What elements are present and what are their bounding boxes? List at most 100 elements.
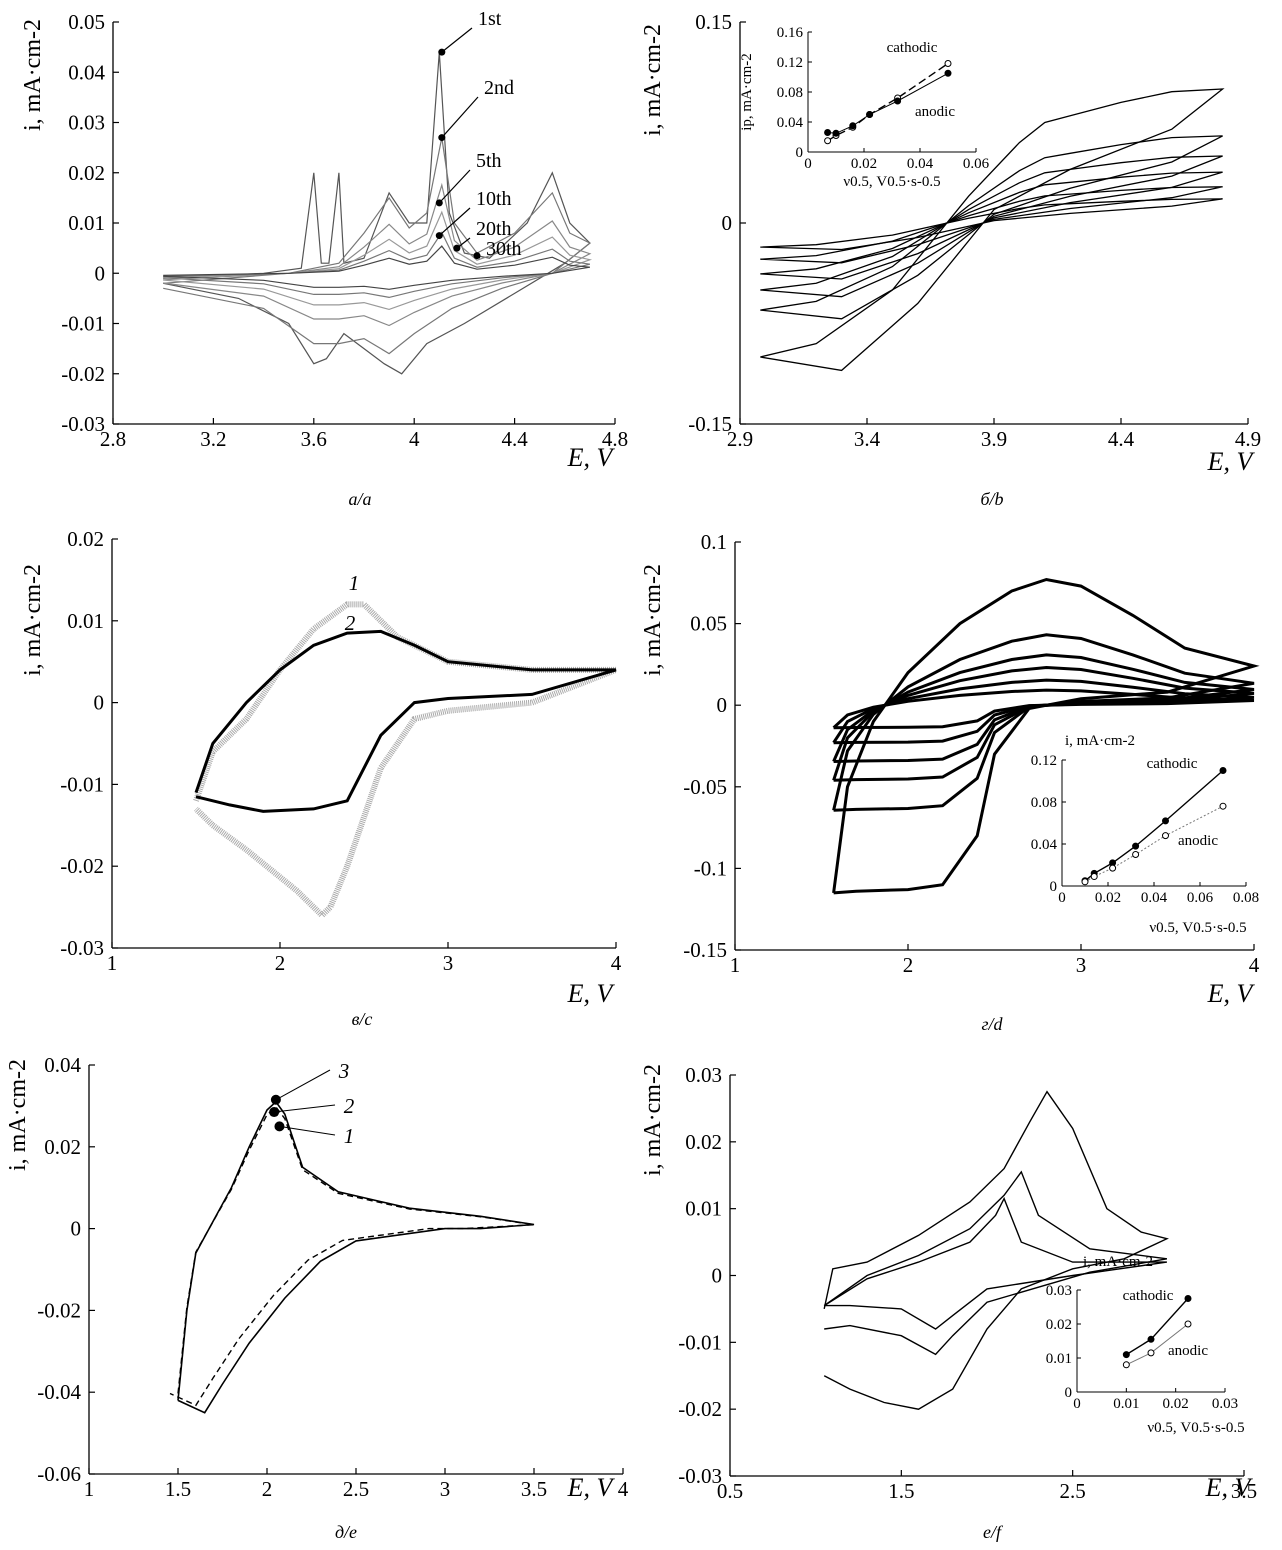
y-tick-label: 0.02 bbox=[68, 161, 105, 185]
series-line-1 bbox=[193, 601, 618, 920]
x-tick-label: 1.5 bbox=[165, 1477, 191, 1501]
inset-x-tick-label: 0 bbox=[804, 156, 812, 172]
inset-x-tick-label: 0.03 bbox=[1212, 1396, 1238, 1412]
curve-label: 1 bbox=[344, 1124, 355, 1148]
cycle-label: 1st bbox=[478, 8, 502, 30]
x-axis-label: E, V bbox=[567, 443, 616, 472]
curve-label: 2 bbox=[344, 1094, 355, 1118]
panel-f: 0.5 1.5 2.5 3.5 -0.03 -0.02 -0.01 0 0.01 0.02 0.03… bbox=[640, 1063, 1257, 1542]
inset-point-anodic bbox=[894, 97, 902, 105]
cycle-leader bbox=[438, 169, 471, 204]
y-tick-label: 0 bbox=[722, 211, 733, 235]
x-tick-label: 3.2 bbox=[200, 427, 226, 451]
inset-line-cathodic bbox=[827, 62, 949, 142]
x-tick-label: 2 bbox=[275, 951, 286, 975]
inset-x-tick-label: 0.06 bbox=[963, 156, 990, 172]
x-axis-label: E, V bbox=[1207, 979, 1256, 1008]
y-tick-label: 0.02 bbox=[67, 527, 104, 551]
y-tick-label: 0.02 bbox=[685, 1130, 722, 1154]
inset: 0 0.01 0.02 0.03 0 0.01 0.02 0.03 ν0.5, V0.5·s-0… bbox=[1046, 1254, 1245, 1436]
inset-point-anodic bbox=[849, 122, 857, 130]
inset-x-tick-label: 0.02 bbox=[1163, 1396, 1189, 1412]
x-tick-label: 4.9 bbox=[1235, 427, 1261, 451]
panel-caption: а/a bbox=[348, 489, 371, 509]
inset-point-anodic bbox=[1147, 1349, 1155, 1357]
x-tick-label: 3.6 bbox=[301, 427, 327, 451]
series-line-later-2 bbox=[163, 231, 591, 299]
inset-point-cathodic bbox=[1147, 1335, 1155, 1343]
panel-b: 2.9 3.4 3.9 4.4 4.9 -0.15 0 0.15 E, V i, mA·cm-2 б… bbox=[640, 10, 1261, 509]
y-tick-label: 0.01 bbox=[68, 211, 105, 235]
inset-line-cathodic bbox=[1084, 769, 1224, 882]
panel-a: 2.8 3.2 3.6 4 4.4 4.8 -0.03 -0.02 -0.01 0 0.01 0.02… bbox=[20, 8, 628, 509]
inset-label-cathodic: cathodic bbox=[887, 40, 938, 56]
inset-label-anodic: anodic bbox=[1178, 833, 1218, 849]
y-tick-label: -0.04 bbox=[37, 1380, 81, 1404]
y-tick-label: -0.03 bbox=[678, 1464, 722, 1488]
inset-x-tick-label: 0.01 bbox=[1113, 1396, 1139, 1412]
curve-leader bbox=[275, 1069, 331, 1101]
x-tick-label: 2.8 bbox=[100, 427, 126, 451]
inset-y-label: ip, mA·cm-2 bbox=[739, 53, 755, 130]
inset-x-label: ν0.5, V0.5·s-0.5 bbox=[1149, 920, 1246, 936]
series-line-rate-5 bbox=[832, 688, 1255, 730]
series-line-later-1 bbox=[163, 210, 593, 311]
series-line-rate-0 bbox=[760, 88, 1225, 372]
cycle-label: 30th bbox=[486, 238, 522, 260]
inset-x-tick-label: 0 bbox=[1073, 1396, 1081, 1412]
inset-y-tick-label: 0.04 bbox=[777, 115, 804, 131]
x-axis-label: E, V bbox=[1207, 447, 1256, 476]
inset-point-anodic bbox=[1122, 1361, 1130, 1369]
inset-point-cathodic bbox=[824, 137, 832, 145]
y-tick-label: -0.02 bbox=[37, 1298, 81, 1322]
y-axis-label: i, mA·cm-2 bbox=[640, 1064, 666, 1176]
inset-y-label: i, mA·cm-2 bbox=[1083, 1254, 1153, 1270]
cycle-label: 10th bbox=[476, 188, 512, 210]
inset-y-tick-label: 0.12 bbox=[1031, 753, 1057, 769]
x-tick-label: 3.5 bbox=[1231, 1479, 1257, 1503]
y-tick-label: -0.01 bbox=[61, 312, 105, 336]
y-tick-label: 0.04 bbox=[68, 60, 105, 84]
x-tick-label: 4.4 bbox=[501, 427, 528, 451]
cycle-leader bbox=[456, 237, 471, 249]
inset-y-tick-label: 0.16 bbox=[777, 25, 804, 41]
x-tick-label: 4 bbox=[1249, 953, 1260, 977]
inset-x-tick-label: 0.04 bbox=[1141, 890, 1168, 906]
inset-y-tick-label: 0.03 bbox=[1046, 1283, 1072, 1299]
y-tick-label: 0.03 bbox=[685, 1063, 722, 1087]
y-tick-label: 0.02 bbox=[44, 1135, 81, 1159]
inset-point-anodic bbox=[1090, 873, 1098, 881]
inset-point-cathodic bbox=[1162, 817, 1169, 825]
inset-point-anodic bbox=[1184, 1320, 1192, 1328]
series-line-3 bbox=[177, 1100, 535, 1414]
y-tick-label: -0.1 bbox=[694, 856, 727, 880]
y-tick-label: 0 bbox=[95, 261, 106, 285]
x-tick-label: 0.5 bbox=[717, 1479, 743, 1503]
panel-caption: д/e bbox=[335, 1522, 357, 1542]
inset-point-anodic bbox=[1109, 864, 1117, 872]
x-tick-label: 1 bbox=[84, 1477, 95, 1501]
inset-y-tick-label: 0 bbox=[1065, 1385, 1073, 1401]
inset-y-tick-label: 0.08 bbox=[1031, 795, 1057, 811]
series-line-later-3 bbox=[163, 245, 590, 290]
y-tick-label: 0 bbox=[717, 693, 728, 717]
x-tick-label: 2 bbox=[903, 953, 914, 977]
curve-label-2: 2 bbox=[345, 611, 356, 635]
x-tick-label: 3.9 bbox=[981, 427, 1007, 451]
inset-x-tick-label: 0.02 bbox=[1095, 890, 1121, 906]
y-tick-label: -0.01 bbox=[60, 772, 104, 796]
x-tick-label: 1 bbox=[107, 951, 118, 975]
x-tick-label: 3 bbox=[440, 1477, 451, 1501]
y-tick-label: -0.03 bbox=[60, 936, 104, 960]
inset-point-cathodic bbox=[1122, 1351, 1130, 1359]
inset-x-tick-label: 0 bbox=[1058, 890, 1066, 906]
x-tick-label: 1 bbox=[730, 953, 741, 977]
inset-y-tick-label: 0.12 bbox=[777, 55, 803, 71]
panel-caption: г/d bbox=[981, 1014, 1003, 1034]
x-axis-label: E, V bbox=[567, 1473, 616, 1502]
x-tick-label: 4 bbox=[618, 1477, 629, 1501]
series-line-rate-3 bbox=[832, 665, 1255, 763]
inset-point-anodic bbox=[866, 111, 874, 118]
inset-x-tick-label: 0.02 bbox=[851, 156, 877, 172]
y-tick-label: 0.15 bbox=[695, 10, 732, 34]
